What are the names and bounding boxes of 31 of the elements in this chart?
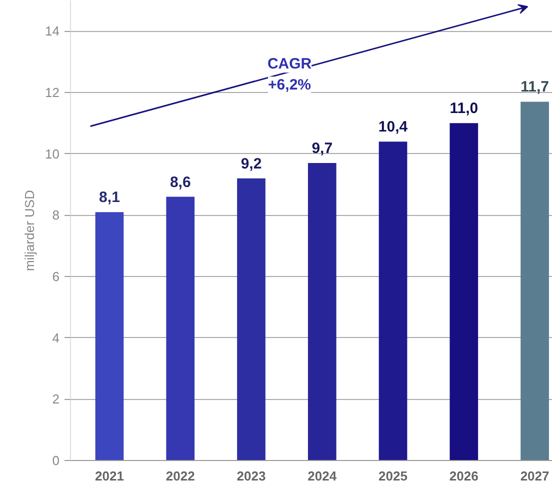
y-tick-label: 6 [52, 269, 60, 284]
bar [520, 102, 549, 460]
bar [308, 163, 336, 460]
y-tick-label: 12 [45, 85, 60, 100]
x-tick-label: 2026 [449, 468, 478, 484]
x-tick-label: 2024 [308, 468, 338, 484]
x-tick-label: 2027 [520, 468, 550, 484]
y-tick-label: 8 [52, 208, 60, 223]
y-tick-label: 14 [45, 24, 60, 39]
bar [166, 196, 195, 460]
y-axis-title: miljarder USD [22, 190, 38, 271]
y-tick-label: 2 [52, 392, 60, 407]
data-label: 8,6 [170, 174, 191, 191]
bar [237, 178, 266, 460]
bar [378, 142, 408, 460]
bar [450, 123, 478, 460]
data-label: 11,0 [450, 100, 478, 118]
x-tick-label: 2025 [378, 468, 408, 484]
x-tick-label: 2022 [166, 468, 195, 484]
data-label: 9,7 [312, 140, 333, 158]
x-tick-label: 2021 [95, 468, 124, 484]
data-label: 10,4 [378, 118, 408, 136]
y-tick-label: 4 [52, 330, 60, 346]
bar [95, 212, 124, 460]
data-label: 9,2 [240, 155, 262, 172]
data-label: 11,7 [520, 78, 549, 96]
y-tick-label: 10 [45, 146, 60, 162]
annotation: CAGR +6,2% [267, 56, 312, 94]
x-tick-label: 2023 [236, 468, 266, 484]
y-tick-label: 0 [52, 453, 60, 468]
data-label: 8,1 [99, 189, 120, 206]
